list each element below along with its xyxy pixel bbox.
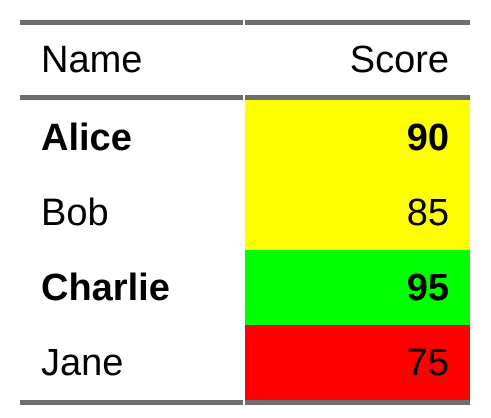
header-row: Name Score bbox=[20, 25, 470, 95]
score-cell: 85 bbox=[245, 175, 470, 250]
score-cell: 90 bbox=[245, 100, 470, 175]
table-row: Jane 75 bbox=[20, 325, 470, 400]
table-row: Alice 90 bbox=[20, 100, 470, 175]
name-cell: Alice bbox=[41, 116, 132, 159]
header-rule bbox=[20, 95, 470, 100]
table-row: Charlie 95 bbox=[20, 250, 470, 325]
score-table: Name Score Alice 90 Bob 85 Charlie 95 Ja… bbox=[20, 20, 470, 405]
score-column-header: Score bbox=[349, 39, 449, 81]
name-cell: Bob bbox=[41, 191, 109, 234]
bottom-rule bbox=[20, 400, 470, 405]
score-cell: 95 bbox=[245, 250, 470, 325]
table-row: Bob 85 bbox=[20, 175, 470, 250]
top-rule bbox=[20, 20, 470, 25]
name-cell: Jane bbox=[41, 341, 124, 384]
score-cell: 75 bbox=[245, 325, 470, 400]
name-cell: Charlie bbox=[41, 266, 170, 309]
name-column-header: Name bbox=[41, 39, 143, 81]
